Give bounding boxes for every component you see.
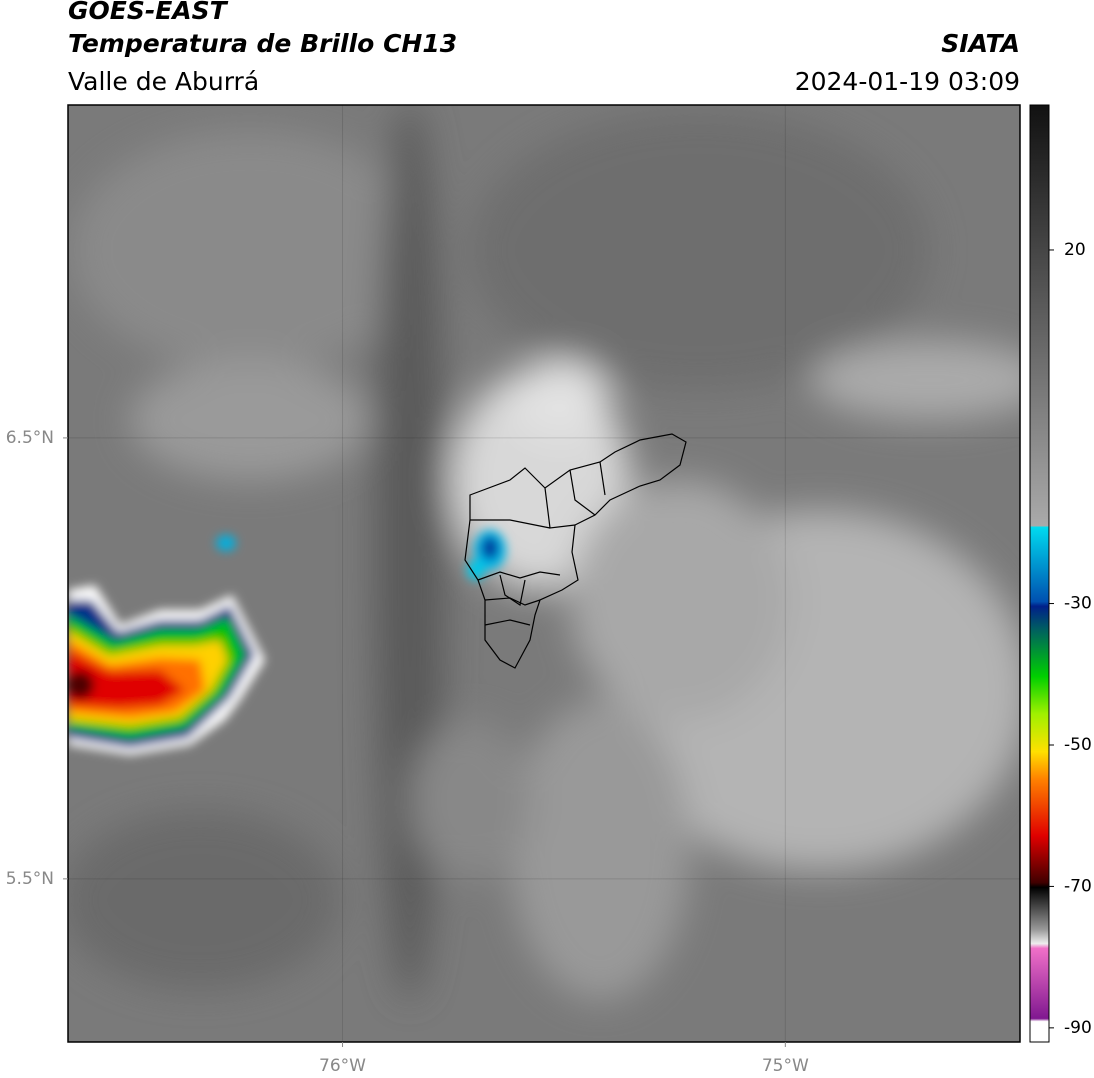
colorbar-tick-label: 20 [1064, 240, 1086, 260]
colorbar-tick-label: -90 [1064, 1018, 1092, 1038]
graticule [68, 105, 1020, 1042]
satellite-image [68, 105, 1020, 1042]
datetime: 2024-01-19 03:09 [795, 67, 1020, 96]
y-tick-label: 6.5°N [6, 428, 54, 448]
colorbar-tick-label: -50 [1064, 735, 1092, 755]
title: GOES-EAST [68, 0, 229, 25]
colorbar [1029, 104, 1050, 1043]
map-frame [67, 104, 1021, 1043]
region: Valle de Aburrá [68, 67, 259, 96]
y-tick-label: 5.5°N [6, 869, 54, 889]
colorbar-tick-label: -70 [1064, 876, 1092, 896]
x-tick-label: 75°W [762, 1056, 809, 1076]
colorbar-tick-label: -30 [1064, 594, 1092, 614]
source: SIATA [941, 29, 1020, 58]
municipal-boundaries [464, 433, 687, 669]
x-tick-label: 76°W [319, 1056, 366, 1076]
subtitle: Temperatura de Brillo CH13 [68, 29, 457, 58]
